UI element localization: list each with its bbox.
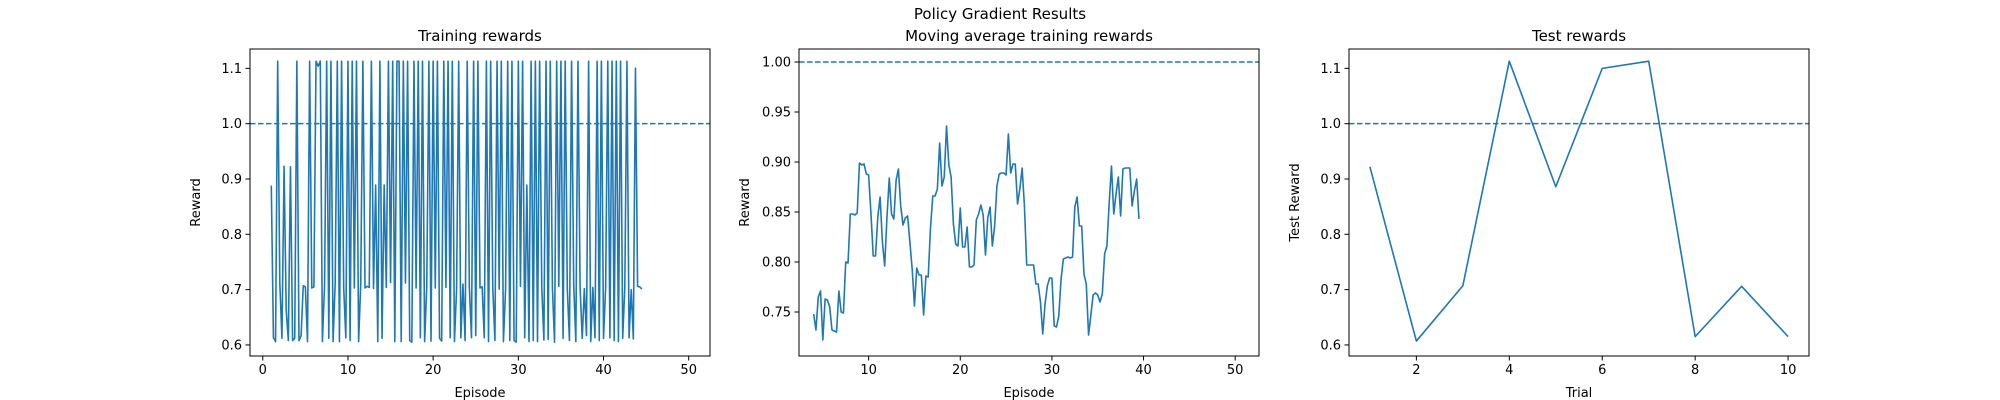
axes-frame — [798, 48, 1260, 357]
x-tick-label: 40 — [1135, 363, 1152, 378]
y-tick-label: 0.95 — [762, 106, 791, 121]
y-tick-label: 1.0 — [1320, 117, 1341, 132]
y-tick-label: 0.75 — [762, 306, 791, 321]
series-line — [1369, 60, 1789, 342]
y-tick-label: 0.7 — [221, 283, 242, 298]
y-tick-label: 1.00 — [762, 56, 791, 71]
axes-frame — [1348, 48, 1810, 357]
panel-test-rewards: Test rewards 2 4 6 8 10 0.6 0.7 0.8 0.9 1.0 1.1 Tria… — [1288, 27, 1810, 400]
x-tick-label: 30 — [510, 363, 527, 378]
x-tick-label: 10 — [340, 363, 357, 378]
x-tick-label: 50 — [680, 363, 697, 378]
y-tick-label: 0.8 — [221, 228, 242, 243]
x-axis-label: Trial — [1565, 386, 1593, 400]
y-tick-label: 1.1 — [1320, 62, 1341, 77]
y-tick-label: 0.90 — [762, 156, 791, 171]
x-tick-label: 50 — [1227, 363, 1244, 378]
y-tick-label: 0.80 — [762, 256, 791, 271]
y-tick-label: 0.9 — [221, 172, 242, 187]
chart-title: Training rewards — [417, 27, 542, 45]
panel-moving-average: Moving average training rewards 10 20 30 40 5… — [738, 27, 1260, 400]
x-tick-label: 20 — [952, 363, 969, 378]
x-tick-label: 20 — [425, 363, 442, 378]
y-tick-label: 0.8 — [1320, 228, 1341, 243]
x-tick-label: 0 — [259, 363, 267, 378]
axes-frame — [249, 48, 711, 357]
y-axis-label: Reward — [189, 178, 204, 226]
x-tick-label: 2 — [1412, 363, 1420, 378]
x-tick-label: 4 — [1505, 363, 1513, 378]
x-tick-label: 8 — [1691, 363, 1699, 378]
y-tick-label: 0.6 — [221, 338, 242, 353]
y-axis-label: Reward — [738, 178, 753, 226]
y-tick-label: 1.1 — [221, 62, 242, 77]
figure-suptitle: Policy Gradient Results — [914, 5, 1086, 23]
x-axis-label: Episode — [1003, 386, 1054, 400]
y-tick-label: 0.7 — [1320, 283, 1341, 298]
y-axis-label: Test Reward — [1288, 163, 1303, 242]
y-tick-label: 1.0 — [221, 117, 242, 132]
x-tick-label: 10 — [1780, 363, 1797, 378]
x-tick-label: 40 — [595, 363, 612, 378]
panel-training-rewards: Training rewards 0 10 20 30 40 50 0.6 0.7 0.8 0.9 1… — [189, 27, 711, 400]
y-tick-label: 0.9 — [1320, 172, 1341, 187]
chart-title: Test rewards — [1531, 27, 1626, 45]
x-axis-label: Episode — [454, 386, 505, 400]
x-tick-label: 6 — [1598, 363, 1606, 378]
y-tick-label: 0.6 — [1320, 338, 1341, 353]
chart-title: Moving average training rewards — [905, 27, 1153, 45]
x-tick-label: 30 — [1044, 363, 1061, 378]
series-line — [812, 125, 1140, 341]
y-tick-label: 0.85 — [762, 206, 791, 221]
x-tick-label: 10 — [860, 363, 877, 378]
series-line — [270, 60, 643, 343]
